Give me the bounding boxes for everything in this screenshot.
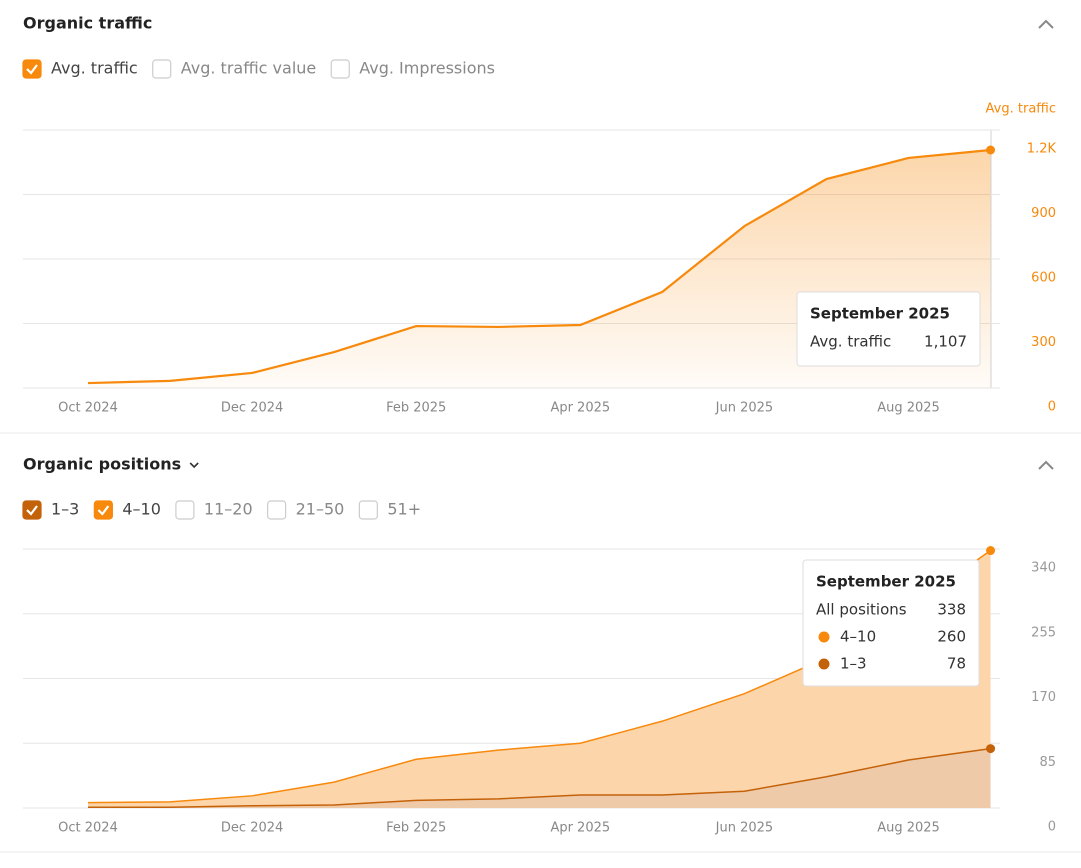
section-title[interactable]: Organic positions (23, 455, 181, 474)
area (88, 149, 991, 388)
checkbox[interactable] (22, 500, 42, 520)
y-tick-label: 170 (1031, 690, 1056, 705)
x-tick-label: Aug 2025 (877, 821, 940, 836)
end-dot (986, 744, 996, 754)
tooltip-label: All positions (816, 601, 907, 619)
checkmark (97, 505, 110, 516)
checkmark (26, 64, 38, 75)
checkbox[interactable] (22, 59, 42, 79)
x-tick-label: Oct 2024 (58, 821, 118, 836)
tooltip-label: Avg. traffic (810, 333, 891, 351)
line (88, 747, 991, 808)
checkbox-label[interactable]: 11–20 (204, 500, 253, 519)
x-tick-label: Aug 2025 (877, 401, 940, 416)
checkbox-label[interactable]: Avg. Impressions (359, 59, 495, 78)
tooltip-value: 78 (947, 655, 966, 673)
y-tick-label: 0 (1048, 400, 1056, 415)
checkbox-label[interactable]: 21–50 (296, 500, 345, 519)
x-tick-label: Jun 2025 (715, 401, 774, 416)
y-tick-label: 0 (1048, 820, 1056, 835)
checkbox-label[interactable]: 4–10 (122, 500, 161, 519)
collapse-chevron[interactable] (1038, 19, 1054, 29)
tooltip-value: 1,107 (924, 333, 967, 351)
tooltip-value: 338 (937, 601, 966, 619)
y-axis-title: Avg. traffic (986, 102, 1056, 117)
checkbox[interactable] (152, 59, 172, 79)
x-tick-label: Dec 2024 (221, 401, 283, 416)
tooltip-dot (818, 658, 830, 670)
checkbox[interactable] (175, 500, 195, 520)
checkbox-label[interactable]: Avg. traffic (51, 59, 138, 78)
x-tick-label: Apr 2025 (550, 401, 610, 416)
x-tick-label: Feb 2025 (386, 401, 446, 416)
y-tick-label: 85 (1039, 755, 1056, 770)
collapse-chevron[interactable] (1038, 460, 1054, 470)
y-tick-label: 600 (1031, 271, 1056, 286)
checkmark (26, 505, 38, 516)
tooltip (802, 559, 980, 687)
tooltip-value: 260 (937, 628, 966, 646)
x-tick-label: Feb 2025 (386, 821, 446, 836)
tooltip-dot (818, 631, 830, 643)
x-tick-label: Jun 2025 (715, 821, 774, 836)
y-tick-label: 300 (1031, 335, 1056, 350)
y-tick-label: 340 (1031, 561, 1056, 576)
y-tick-label: 900 (1031, 206, 1056, 221)
checkbox-label[interactable]: Avg. traffic value (181, 59, 317, 78)
line (87, 148, 991, 385)
checkbox[interactable] (267, 500, 287, 520)
end-dot (986, 546, 996, 556)
dropdown-chevron[interactable] (189, 462, 199, 469)
end-dot (986, 145, 996, 155)
tooltip-label: 1–3 (840, 655, 867, 673)
x-tick-label: Apr 2025 (550, 821, 610, 836)
tooltip-title: September 2025 (816, 573, 956, 591)
checkbox[interactable] (93, 500, 113, 520)
checkbox[interactable] (330, 59, 350, 79)
tooltip (796, 291, 981, 367)
checkbox-label[interactable]: 51+ (387, 500, 421, 519)
x-tick-label: Dec 2024 (221, 821, 283, 836)
y-tick-label: 255 (1031, 625, 1056, 640)
tooltip-label: 4–10 (840, 628, 876, 646)
section-title: Organic traffic (23, 14, 152, 33)
tooltip-title: September 2025 (810, 305, 950, 323)
area (88, 748, 991, 808)
y-tick-label: 1.2K (1027, 142, 1057, 157)
area (88, 550, 991, 808)
x-tick-label: Oct 2024 (58, 401, 118, 416)
checkbox-label[interactable]: 1–3 (51, 500, 79, 519)
checkbox[interactable] (358, 500, 378, 520)
